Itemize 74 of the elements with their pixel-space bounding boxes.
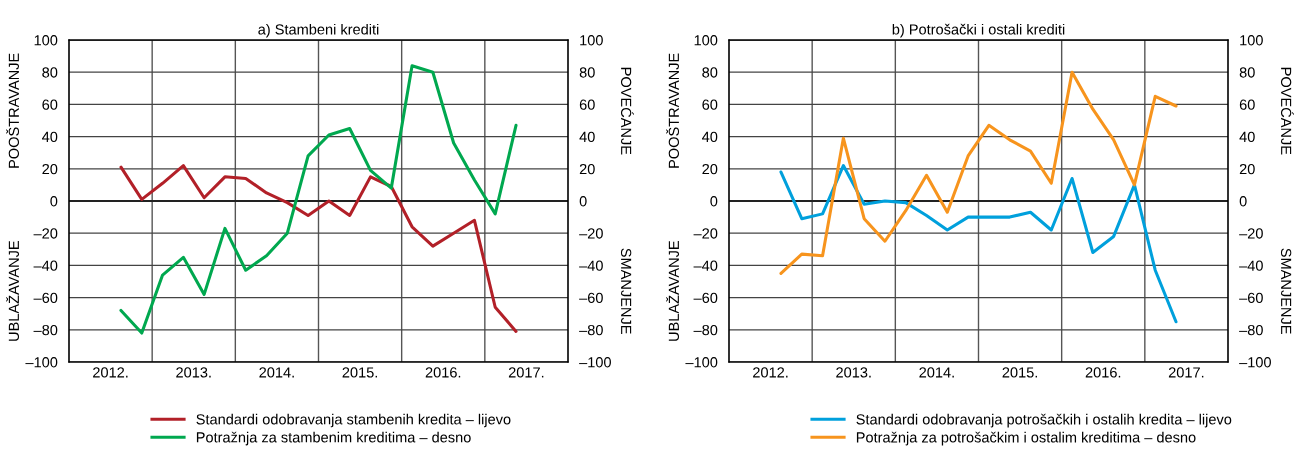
y-tick-label: 100 [34, 35, 58, 46]
y2-tick-label: –60 [579, 292, 603, 304]
x-tick-label: 2012. [93, 367, 128, 378]
text: UBLAŽAVANJE [666, 241, 680, 341]
y-tick-label: –20 [33, 228, 58, 239]
y2-tick-label: 100 [1240, 35, 1263, 46]
y-tick-label: 0 [710, 196, 718, 207]
y2-tick-label: 80 [1239, 67, 1255, 78]
text: POVEĆANJE [1280, 67, 1294, 155]
y2-tick-label: –40 [579, 260, 603, 271]
legend-label: Potražnja za potrošačkim i ostalim kreditima – desno [856, 431, 1196, 446]
line-series [119, 164, 518, 333]
y-tick-label: 20 [702, 163, 718, 175]
y2-tick-label: 40 [1239, 131, 1255, 143]
y-tick-label: –60 [693, 292, 718, 304]
x-tick-label: 2014. [919, 367, 954, 378]
y2-tick-label: 60 [1239, 99, 1255, 110]
text: POOŠTRAVANJE [6, 53, 20, 168]
chart-title: b) Potrošački i ostali krediti [892, 23, 1065, 38]
x-tick-label: 2017. [1168, 367, 1204, 378]
y-tick-label: 100 [694, 35, 718, 46]
y-tick-label: –100 [25, 357, 58, 368]
y-tick-label: 40 [702, 131, 718, 143]
y2-tick-label: –80 [1239, 324, 1263, 336]
text: POVEĆANJE [620, 67, 634, 155]
y-tick-label: –80 [693, 324, 718, 336]
x-tick-label: 2016. [1085, 367, 1121, 378]
y-tick-label: –20 [693, 228, 718, 239]
y2-tick-label: 40 [579, 131, 595, 143]
y2-tick-label: 60 [579, 99, 595, 110]
x-tick-label: 2015. [342, 367, 377, 378]
chart-title: a) Stambeni krediti [258, 23, 379, 38]
y-tick-label: 40 [42, 131, 58, 143]
legend-label: Standardi odobravanja stambenih kredita – lijevo [196, 413, 511, 428]
y-tick-label: –40 [693, 260, 718, 271]
y-tick-label: –40 [33, 260, 58, 271]
y2-tick-label: –60 [1239, 292, 1263, 304]
x-tick-label: 2013. [836, 367, 871, 378]
y2-tick-label: 80 [579, 67, 595, 78]
x-tick-label: 2013. [176, 367, 211, 378]
y-tick-label: 60 [42, 99, 58, 110]
text: POOŠTRAVANJE [666, 53, 680, 168]
y2-tick-label: –100 [579, 357, 611, 368]
text: SMANJENJE [1280, 248, 1292, 334]
y-tick-label: 60 [702, 99, 718, 110]
legend-label: Standardi odobravanja potrošačkih i ostalih kredita – lijevo [856, 413, 1232, 428]
x-tick-label: 2017. [508, 367, 544, 378]
legend-label: Potražnja za stambenim kreditima – desno [196, 431, 471, 446]
y2-tick-label: 100 [580, 35, 603, 46]
x-tick-label: 2015. [1002, 367, 1037, 378]
text: UBLAŽAVANJE [6, 241, 20, 341]
y-tick-label: 80 [702, 67, 718, 78]
y-tick-label: 0 [50, 196, 58, 207]
y2-tick-label: –20 [1239, 228, 1263, 239]
y2-tick-label: –80 [579, 324, 603, 336]
y2-tick-label: 0 [1239, 196, 1247, 207]
y2-tick-label: –40 [1239, 260, 1263, 271]
y2-tick-label: 0 [579, 196, 587, 207]
line-series [779, 70, 1178, 275]
y-tick-label: –80 [33, 324, 58, 336]
y2-tick-label: 20 [579, 163, 595, 175]
x-tick-label: 2016. [425, 367, 461, 378]
y2-tick-label: 20 [1239, 163, 1255, 175]
y-tick-label: –60 [33, 292, 58, 304]
x-tick-label: 2014. [259, 367, 294, 378]
x-tick-label: 2012. [753, 367, 788, 378]
y2-tick-label: –20 [579, 228, 603, 239]
line-series [119, 64, 518, 335]
y-tick-label: 20 [42, 163, 58, 175]
y-tick-label: –100 [685, 357, 718, 368]
text: SMANJENJE [620, 248, 632, 334]
y2-tick-label: –100 [1239, 357, 1271, 368]
y-tick-label: 80 [42, 67, 58, 78]
line-series [779, 164, 1178, 324]
